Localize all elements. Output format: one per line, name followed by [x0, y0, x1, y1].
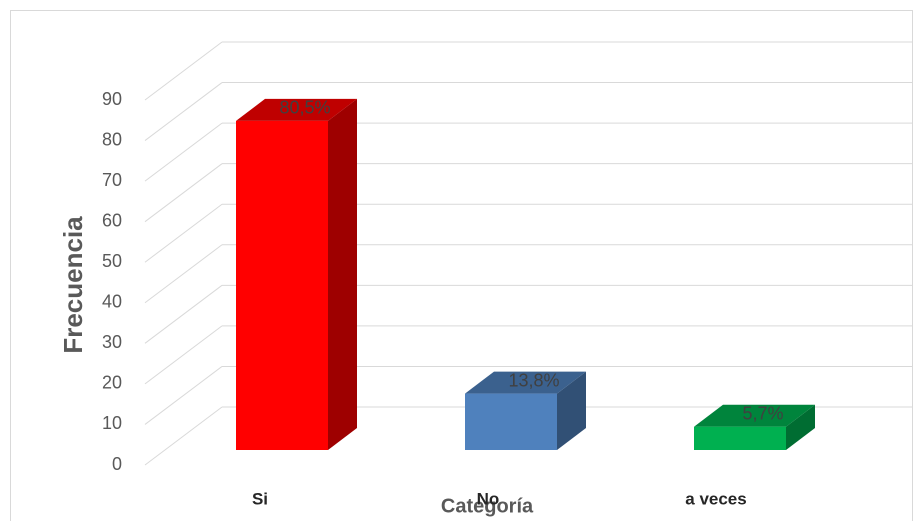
data-label: 13,8%	[508, 370, 559, 390]
y-tick-label: 90	[102, 89, 122, 109]
y-tick-label: 0	[112, 454, 122, 474]
grid-line-depth	[144, 41, 223, 101]
x-tick-label: a veces	[685, 489, 746, 508]
y-tick-label: 10	[102, 413, 122, 433]
y-tick-label: 80	[102, 129, 122, 149]
x-tick-label: Si	[252, 489, 268, 508]
bar-top	[236, 98, 357, 121]
bar-side	[557, 371, 586, 450]
grid-line-depth	[144, 244, 223, 304]
y-tick-label: 30	[102, 332, 122, 352]
grid-line-depth	[144, 122, 223, 182]
chart-border	[10, 10, 913, 521]
x-axis-title: Categoría	[441, 495, 534, 517]
grid-line-depth	[144, 82, 223, 141]
bar	[694, 426, 786, 450]
y-tick-label: 20	[102, 373, 122, 393]
bar-top	[694, 404, 815, 427]
grid-line-depth	[144, 203, 223, 263]
grid-line-depth	[144, 163, 223, 223]
bar	[236, 120, 328, 450]
y-tick-label: 70	[102, 170, 122, 190]
y-axis-title: Frecuencia	[58, 216, 88, 354]
y-tick-label: 50	[102, 251, 122, 271]
grid-line-depth	[144, 406, 223, 466]
grid-line-depth	[144, 366, 223, 425]
bar-top	[465, 371, 586, 394]
data-label: 80,5%	[279, 98, 330, 118]
y-tick-label: 60	[102, 210, 122, 230]
bar-side	[328, 98, 357, 450]
bar	[465, 393, 557, 450]
x-tick-label: No	[477, 489, 500, 508]
grid-line-depth	[144, 284, 223, 344]
data-label: 5,7%	[742, 403, 783, 423]
y-tick-label: 40	[102, 292, 122, 312]
bar-side	[786, 404, 815, 450]
grid-line-depth	[144, 325, 223, 385]
